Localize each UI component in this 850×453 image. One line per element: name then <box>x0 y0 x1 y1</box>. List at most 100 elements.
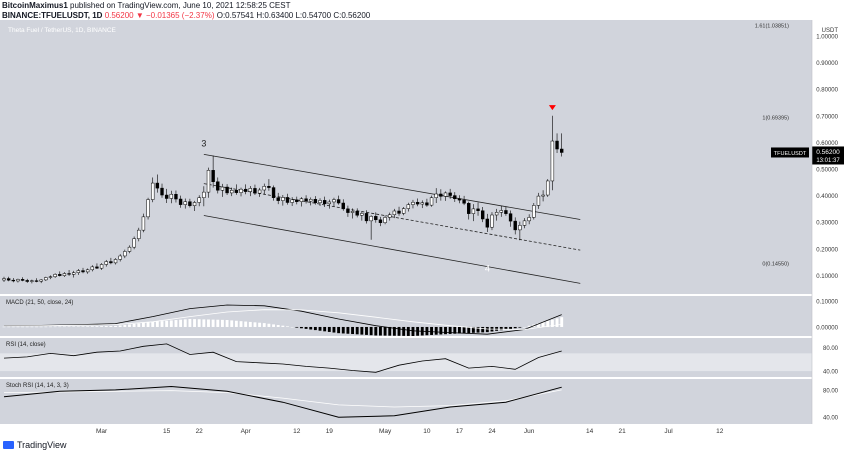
candle-body <box>53 274 57 277</box>
wave-label-4: 4 <box>485 263 490 273</box>
wave-label-3: 3 <box>201 138 206 148</box>
macd-signal-line <box>3 309 562 330</box>
macd-histogram-bar <box>378 326 382 336</box>
candle <box>53 273 57 279</box>
candle <box>467 201 471 220</box>
macd-histogram-bar <box>388 326 392 336</box>
macd-histogram-bar <box>81 326 85 327</box>
candle-body <box>44 277 48 281</box>
ohlc-high: H:0.63400 <box>256 11 294 20</box>
candle <box>309 197 313 206</box>
candle-body <box>62 273 67 276</box>
candle-body <box>230 190 234 194</box>
candle <box>72 270 76 278</box>
candle-body <box>304 198 308 202</box>
candle-body <box>532 205 536 218</box>
x-tick-label: 17 <box>456 428 464 435</box>
macd-histogram-bar <box>332 326 336 333</box>
symbol-name: BINANCE:TFUELUSDT, 1D <box>2 11 103 20</box>
candle <box>220 183 225 197</box>
macd-histogram-bar <box>109 326 113 327</box>
y-tick-label: 0.20000 <box>816 247 838 253</box>
macd-histogram-bar <box>290 326 294 328</box>
y-tick-label: 0.50000 <box>816 167 838 173</box>
rsi-y-tick-label: 40.00 <box>823 370 839 376</box>
candle <box>151 177 155 203</box>
candle-body <box>411 201 415 205</box>
macd-histogram-bar <box>276 325 280 327</box>
candle-body <box>146 199 150 218</box>
candle <box>127 245 132 254</box>
candle-body <box>467 203 471 214</box>
candle-body <box>397 210 401 214</box>
rsi-label: RSI (14, close) <box>6 342 46 348</box>
sell-marker-icon <box>548 105 556 111</box>
candle-body <box>364 213 369 222</box>
candle <box>485 213 490 233</box>
candle-body <box>527 217 531 222</box>
candle <box>192 200 197 212</box>
macd-histogram-bar <box>430 326 434 335</box>
candle-body <box>299 198 304 202</box>
y-tick-label: 0.90000 <box>816 61 838 67</box>
candle-body <box>76 270 81 273</box>
x-tick-label: 15 <box>163 428 171 435</box>
candle-body <box>536 195 541 206</box>
candle-body <box>332 199 336 203</box>
published-text: published on TradingView.com, June 10, 2… <box>70 1 291 10</box>
macd-histogram-bar <box>100 326 104 327</box>
macd-histogram-bar <box>104 326 108 327</box>
fib-level-label: 1(0.69395) <box>762 115 789 121</box>
macd-histogram-bar <box>318 326 322 331</box>
macd-histogram-bar <box>262 323 266 327</box>
candle <box>364 210 369 224</box>
x-tick-label: 19 <box>326 428 334 435</box>
candle <box>160 183 164 198</box>
macd-label: MACD (21, 50, close, 24) <box>6 300 73 306</box>
pane-macd-background <box>0 296 812 336</box>
macd-histogram-bar <box>53 326 57 328</box>
candle-body <box>6 278 11 281</box>
candle <box>490 212 494 231</box>
candle <box>299 197 304 207</box>
candle-body <box>480 210 485 220</box>
candle-body <box>239 188 243 193</box>
macd-histogram-bar <box>406 326 410 336</box>
candle-body <box>132 238 136 248</box>
y-tick-label: 1.00000 <box>816 34 838 40</box>
macd-histogram-bar <box>351 326 354 335</box>
candle <box>183 198 187 209</box>
macd-histogram-bar <box>281 325 285 327</box>
candle-body <box>434 193 438 198</box>
candle-body <box>188 201 192 206</box>
candle <box>392 208 397 219</box>
macd-histogram-bar <box>341 326 345 334</box>
channel-line-upper <box>203 153 581 220</box>
candle <box>169 190 173 204</box>
candle-body <box>127 246 132 252</box>
chart-area[interactable]: Mar 15 22 Apr 12 19 May 10 17 24 Jun 14 21 Jul 12 1.000… <box>0 7 850 437</box>
candle <box>99 263 104 271</box>
candle <box>541 190 545 202</box>
candle <box>81 267 85 274</box>
candle <box>332 197 336 207</box>
candle <box>271 185 276 201</box>
macd-histogram-bar <box>114 325 117 327</box>
candle-body <box>355 211 359 216</box>
candle-body <box>485 218 490 228</box>
chart-svg[interactable]: Mar 15 22 Apr 12 19 May 10 17 24 Jun 14 21 Jul 12 1.000… <box>0 7 850 437</box>
macd-histogram-bar <box>550 319 554 327</box>
macd-histogram-bar <box>21 326 25 328</box>
macd-histogram-bar <box>207 319 210 327</box>
candle <box>527 214 531 225</box>
stoch-y-tick-label: 80.00 <box>823 388 839 394</box>
candle-body <box>109 261 113 264</box>
macd-histogram-bar <box>444 326 447 335</box>
candle <box>141 213 146 233</box>
candle-body <box>522 220 527 226</box>
candle <box>453 192 457 202</box>
candle-body <box>67 273 71 275</box>
candle <box>262 183 266 195</box>
y-tick-label: 0.30000 <box>816 221 838 227</box>
macd-histogram-bar <box>2 326 6 328</box>
